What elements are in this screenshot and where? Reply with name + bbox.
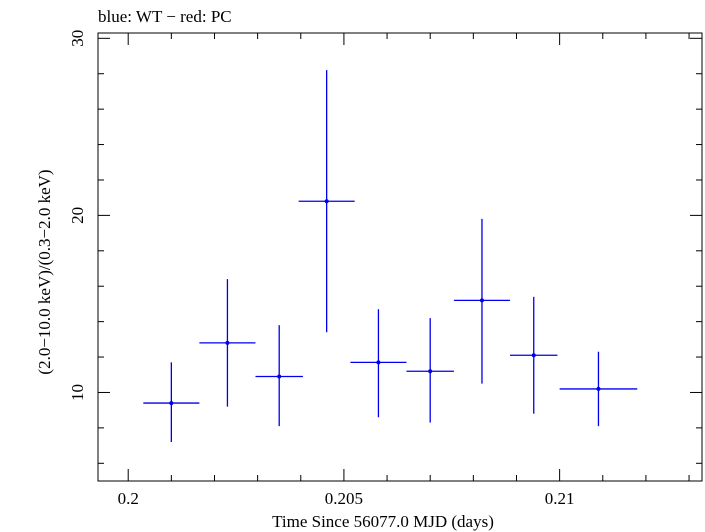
data-point-8 xyxy=(510,296,558,414)
data-marker xyxy=(428,369,433,374)
data-marker xyxy=(531,353,536,358)
data-point-6 xyxy=(406,318,454,423)
x-tick-label: 0.2 xyxy=(118,489,139,508)
data-point-2 xyxy=(199,279,256,407)
x-tick-label: 0.21 xyxy=(545,489,575,508)
y-axis-label: (2.0−10.0 keV)/(0.3−2.0 keV) xyxy=(35,169,54,374)
chart-title: blue: WT − red: PC xyxy=(98,7,232,26)
y-tick-label: 10 xyxy=(68,384,87,401)
data-marker xyxy=(479,298,484,303)
data-marker xyxy=(596,386,601,391)
data-marker xyxy=(376,360,381,365)
plot-frame xyxy=(97,32,703,482)
data-points xyxy=(143,70,638,443)
x-tick-label: 0.205 xyxy=(325,489,363,508)
y-tick-label: 20 xyxy=(68,207,87,224)
data-marker xyxy=(277,374,282,379)
data-marker xyxy=(169,401,174,406)
data-marker xyxy=(225,340,230,345)
data-point-1 xyxy=(143,362,200,443)
data-point-9 xyxy=(559,351,638,427)
data-point-3 xyxy=(255,325,303,427)
y-tick-labels: 10 20 30 xyxy=(68,30,87,401)
x-axis-label: Time Since 56077.0 MJD (days) xyxy=(272,512,494,531)
axis-ticks xyxy=(98,33,702,481)
data-point-7 xyxy=(453,218,511,384)
data-point-5 xyxy=(350,309,407,418)
data-marker xyxy=(324,199,329,204)
data-point-4 xyxy=(298,70,355,333)
x-tick-labels: 0.2 0.205 0.21 xyxy=(118,489,575,508)
y-tick-label: 30 xyxy=(68,30,87,47)
